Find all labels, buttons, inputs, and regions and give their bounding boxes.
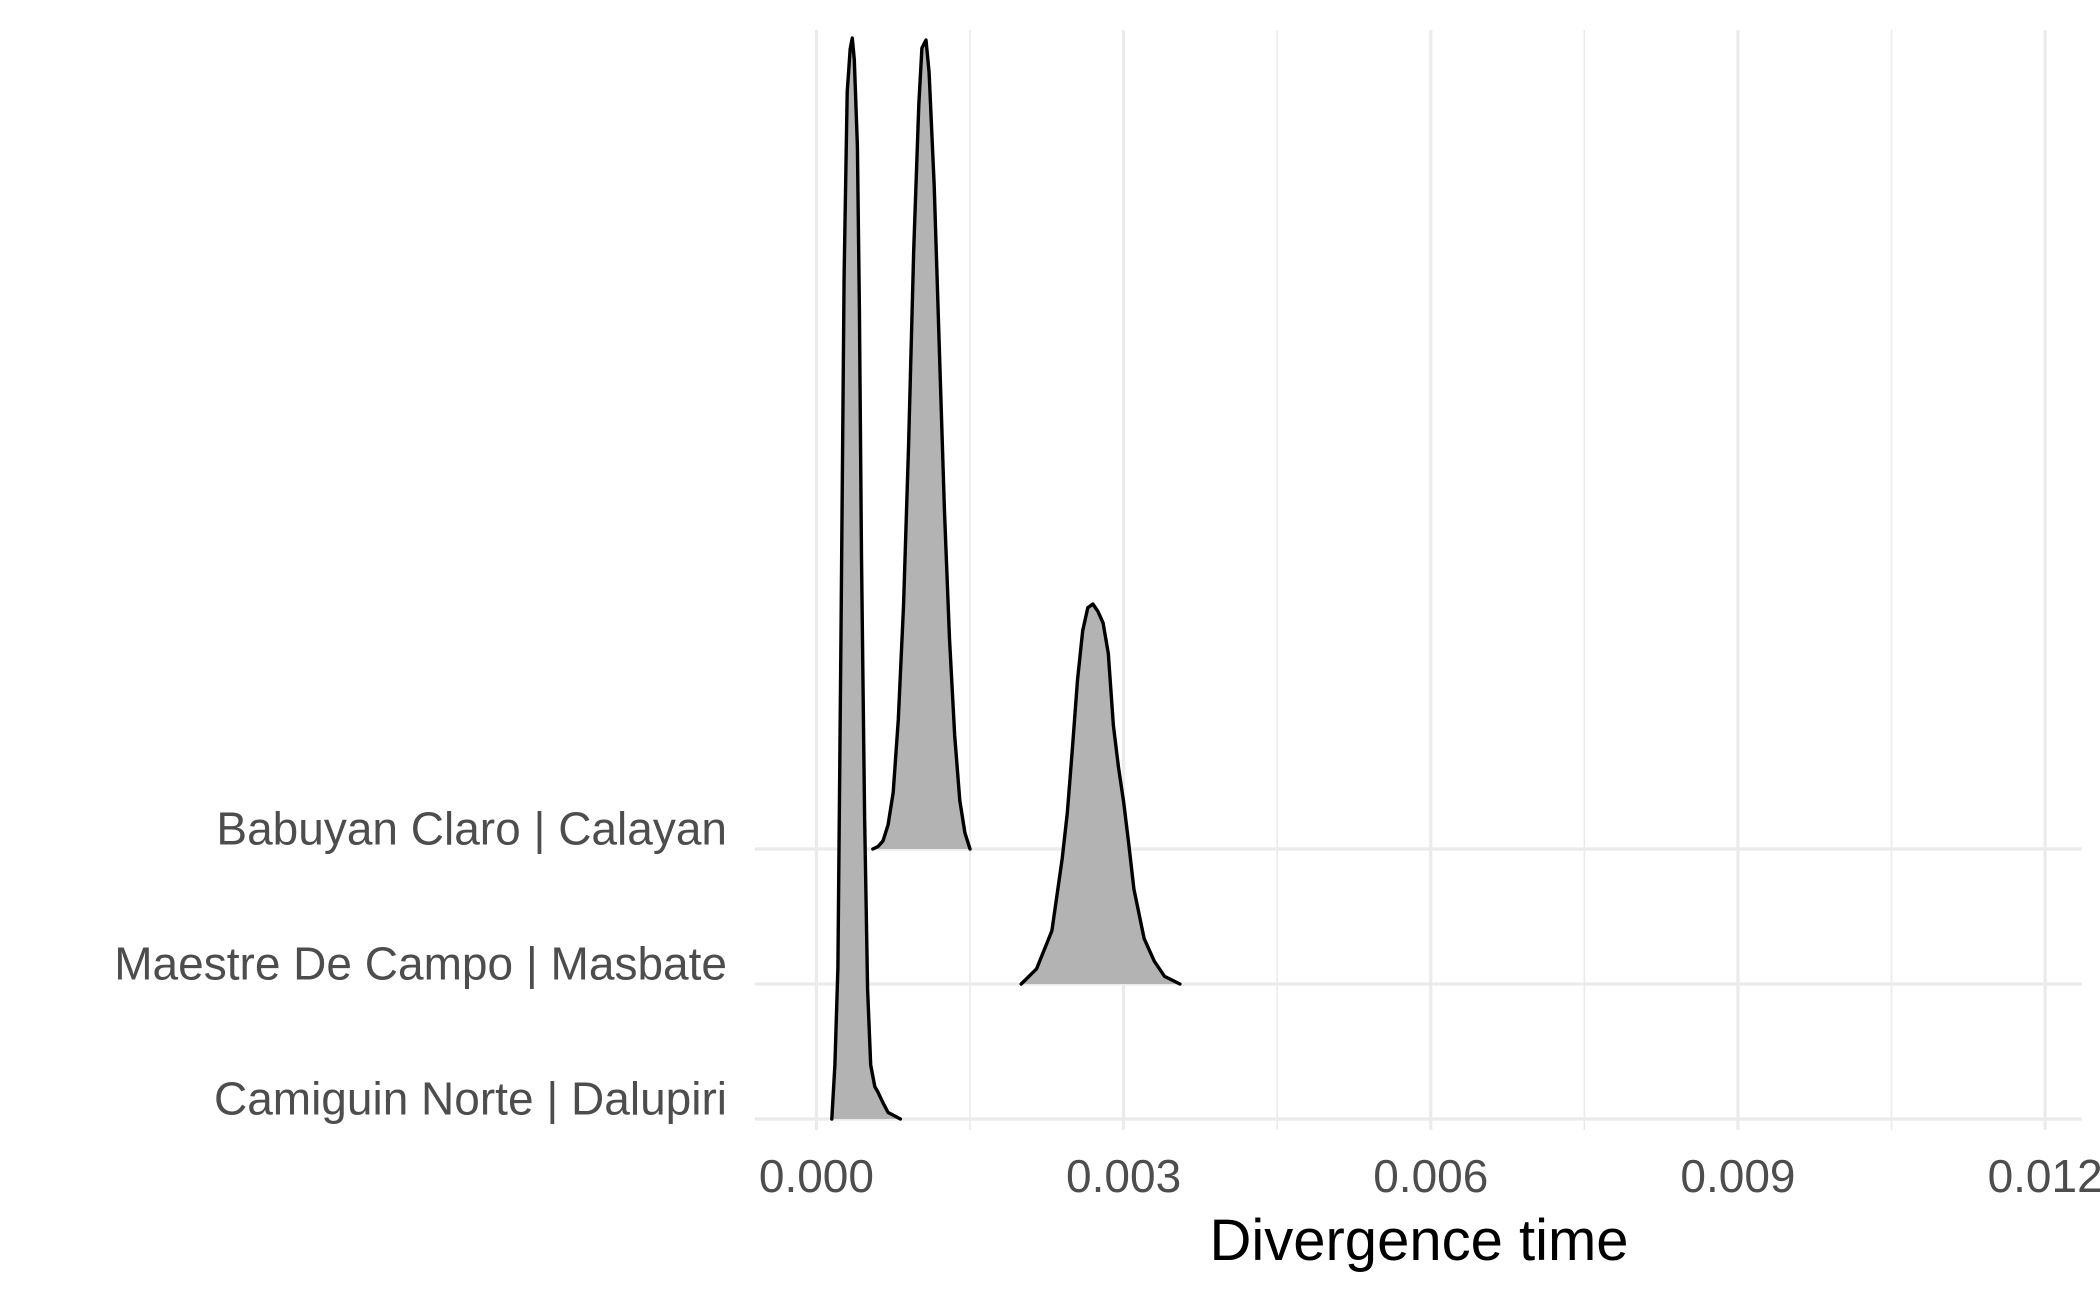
y-category-label: Camiguin Norte | Dalupiri — [214, 1072, 727, 1124]
x-tick-label: 0.000 — [759, 1150, 874, 1202]
grid-layer — [755, 30, 2082, 1130]
density-ridge-line — [830, 36, 903, 1121]
density-ridge-area — [872, 40, 970, 849]
y-category-label: Maestre De Campo | Masbate — [114, 937, 727, 989]
y-category-label: Babuyan Claro | Calayan — [216, 802, 727, 854]
y-axis-labels: Camiguin Norte | Dalupiri Maestre De Camp… — [114, 802, 727, 1124]
x-axis-labels: 0.000 0.003 0.006 0.009 0.012 — [759, 1150, 2100, 1202]
density-ridge-area — [1021, 604, 1180, 984]
density-ridge-area — [831, 38, 901, 1119]
density-ridge-line — [871, 38, 972, 851]
density-ridge-line — [1019, 602, 1182, 986]
x-axis-title: Divergence time — [1209, 1208, 1628, 1273]
x-tick-label: 0.003 — [1066, 1150, 1181, 1202]
x-tick-label: 0.009 — [1680, 1150, 1795, 1202]
ridge-layer — [830, 36, 1182, 1121]
x-tick-label: 0.012 — [1988, 1150, 2100, 1202]
x-tick-label: 0.006 — [1373, 1150, 1488, 1202]
